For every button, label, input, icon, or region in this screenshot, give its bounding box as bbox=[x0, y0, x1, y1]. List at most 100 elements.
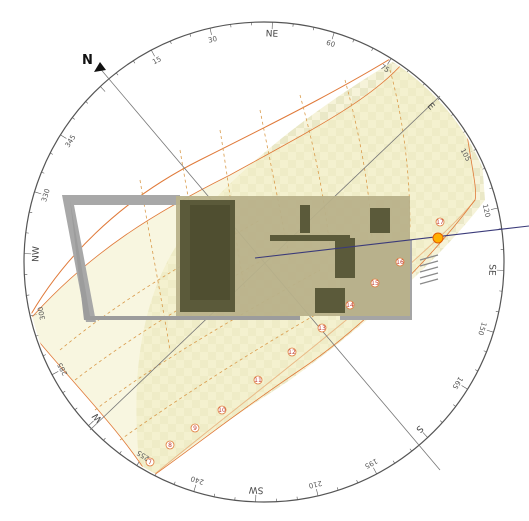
hour-marker: 11 bbox=[253, 375, 263, 385]
hour-marker-label: 11 bbox=[254, 377, 262, 384]
building-stairs bbox=[419, 254, 439, 285]
hour-marker-label: 7 bbox=[148, 459, 152, 466]
hour-marker: 12 bbox=[287, 347, 297, 357]
hour-marker: 13 bbox=[317, 323, 327, 333]
hour-marker-circle bbox=[145, 457, 155, 467]
hour-marker-circle bbox=[253, 375, 263, 385]
hour-marker: 9 bbox=[190, 423, 200, 433]
compass-direction-label: S bbox=[413, 423, 424, 434]
sun-icon bbox=[432, 232, 444, 244]
hour-marker-circle bbox=[345, 300, 355, 310]
bearing-label: 75 bbox=[379, 63, 391, 75]
compass-tick bbox=[356, 480, 359, 484]
compass-tick bbox=[119, 451, 122, 454]
hour-marker: 15 bbox=[370, 278, 380, 288]
hour-marker-circle bbox=[317, 323, 327, 333]
compass-tick bbox=[373, 467, 377, 475]
compass-tick bbox=[34, 191, 42, 195]
hour-marker: 10 bbox=[217, 405, 227, 415]
compass-tick bbox=[85, 101, 89, 104]
compass-direction-label: E bbox=[425, 101, 436, 112]
compass-tick bbox=[151, 49, 155, 57]
compass-direction-label: SW bbox=[248, 484, 263, 495]
hour-marker-label: 17 bbox=[436, 219, 444, 226]
north-label: N bbox=[82, 53, 93, 68]
hour-marker-label: 15 bbox=[371, 280, 379, 287]
bearing-label: 300 bbox=[36, 306, 47, 321]
hour-marker-label: 14 bbox=[346, 302, 354, 309]
compass-tick bbox=[50, 152, 53, 155]
compass-tick bbox=[392, 460, 395, 464]
compass-tick bbox=[461, 385, 468, 390]
hour-marker-circle bbox=[165, 440, 175, 450]
compass-tick bbox=[72, 117, 75, 120]
compass-direction-label: NW bbox=[31, 246, 42, 262]
compass-tick bbox=[74, 407, 78, 410]
bearing-label: 150 bbox=[476, 321, 488, 336]
compass-direction-label: SE bbox=[486, 264, 496, 276]
sun-direction-line bbox=[254, 225, 529, 259]
compass-tick bbox=[490, 207, 498, 210]
compass-tick bbox=[193, 484, 197, 492]
compass-tick bbox=[189, 33, 192, 37]
building-core-dark bbox=[190, 205, 230, 300]
building-block-b bbox=[370, 208, 390, 233]
compass-tick bbox=[88, 420, 94, 426]
building-block-d bbox=[315, 288, 345, 313]
building-shadow-frame bbox=[62, 195, 180, 322]
compass-tick bbox=[116, 72, 119, 76]
hour-marker-circle bbox=[190, 423, 200, 433]
hour-marker-label: 16 bbox=[396, 259, 404, 266]
compass-tick bbox=[489, 187, 493, 190]
hour-marker-circle bbox=[217, 405, 227, 415]
bearing-label: 165 bbox=[450, 375, 464, 391]
hour-marker-label: 10 bbox=[218, 407, 226, 414]
compass-tick bbox=[62, 390, 66, 393]
compass-tick bbox=[483, 350, 487, 353]
bearing-label: 240 bbox=[190, 474, 205, 486]
compass-tick bbox=[331, 32, 335, 40]
bearing-label: 210 bbox=[308, 479, 323, 490]
bearing-label: 195 bbox=[363, 457, 379, 470]
compass-tick bbox=[439, 420, 443, 423]
bearing-label: 30 bbox=[207, 35, 217, 45]
hour-marker-circle bbox=[395, 257, 405, 267]
compass-tick bbox=[371, 48, 374, 51]
hour-marker-circle bbox=[370, 278, 380, 288]
building-block-a bbox=[300, 205, 310, 233]
compass-tick bbox=[336, 487, 339, 491]
compass-tick bbox=[475, 369, 478, 372]
bearing-label: 345 bbox=[64, 133, 78, 149]
compass-tick bbox=[316, 488, 319, 496]
hour-marker-circle bbox=[287, 347, 297, 357]
compass-tick bbox=[42, 354, 46, 357]
hour-marker-label: 8 bbox=[168, 442, 172, 449]
hour-marker-label: 12 bbox=[288, 349, 296, 356]
compass-ring bbox=[23, 21, 505, 503]
compass-tick bbox=[209, 28, 212, 36]
bearing-label: 330 bbox=[40, 188, 52, 203]
hour-marker: 7 bbox=[145, 457, 155, 467]
hour-marker: 16 bbox=[395, 257, 405, 267]
hour-marker: 17 bbox=[435, 217, 445, 227]
compass-tick bbox=[51, 371, 59, 375]
compass-tick bbox=[41, 171, 45, 174]
bearing-label: 60 bbox=[325, 39, 336, 49]
building-bar bbox=[270, 235, 350, 241]
compass-tick bbox=[133, 60, 136, 64]
compass-tick bbox=[409, 448, 412, 452]
building-footprint bbox=[62, 195, 439, 322]
bearing-label: 120 bbox=[481, 203, 492, 218]
building-block-c bbox=[335, 238, 355, 278]
compass-tick bbox=[29, 211, 33, 214]
compass-tick bbox=[453, 404, 456, 407]
bearing-label: 15 bbox=[151, 55, 163, 66]
hour-marker-label: 13 bbox=[318, 325, 326, 332]
compass-tick bbox=[422, 432, 428, 438]
compass-tick bbox=[169, 40, 172, 44]
hour-marker-circle bbox=[435, 217, 445, 227]
compass-tick bbox=[173, 481, 176, 485]
compass-tick bbox=[213, 493, 216, 497]
